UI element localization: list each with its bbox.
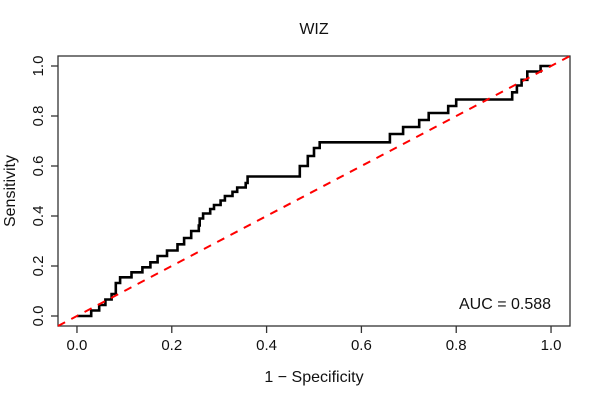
y-tick-label: 0.4	[30, 206, 47, 227]
y-tick-label: 1.0	[30, 56, 47, 77]
x-tick-label: 0.6	[351, 337, 372, 354]
y-tick-label: 0.8	[30, 106, 47, 127]
series-layer	[57, 55, 571, 327]
chart-title: WIZ	[299, 21, 329, 38]
axes-layer: 0.0 0.2 0.4 0.6 0.8 1.0 0.0 0.2 0.4 0.6 0.8 1.0	[30, 55, 571, 354]
x-axis-title: 1 − Specificity	[264, 369, 363, 386]
y-tick-label: 0.2	[30, 256, 47, 277]
y-tick-label: 0.0	[30, 306, 47, 327]
y-tick-label: 0.6	[30, 156, 47, 177]
y-axis-title: Sensitivity	[2, 155, 19, 227]
roc-curve-line	[77, 64, 551, 318]
x-tick-label: 0.2	[161, 337, 182, 354]
x-tick-label: 0.4	[256, 337, 277, 354]
x-tick-label: 0.8	[446, 337, 467, 354]
x-tick-label: 0.0	[67, 337, 88, 354]
auc-annotation: AUC = 0.588	[459, 296, 551, 313]
chance-diagonal-line	[57, 55, 571, 327]
plot-box	[57, 55, 571, 327]
x-tick-label: 1.0	[541, 337, 562, 354]
